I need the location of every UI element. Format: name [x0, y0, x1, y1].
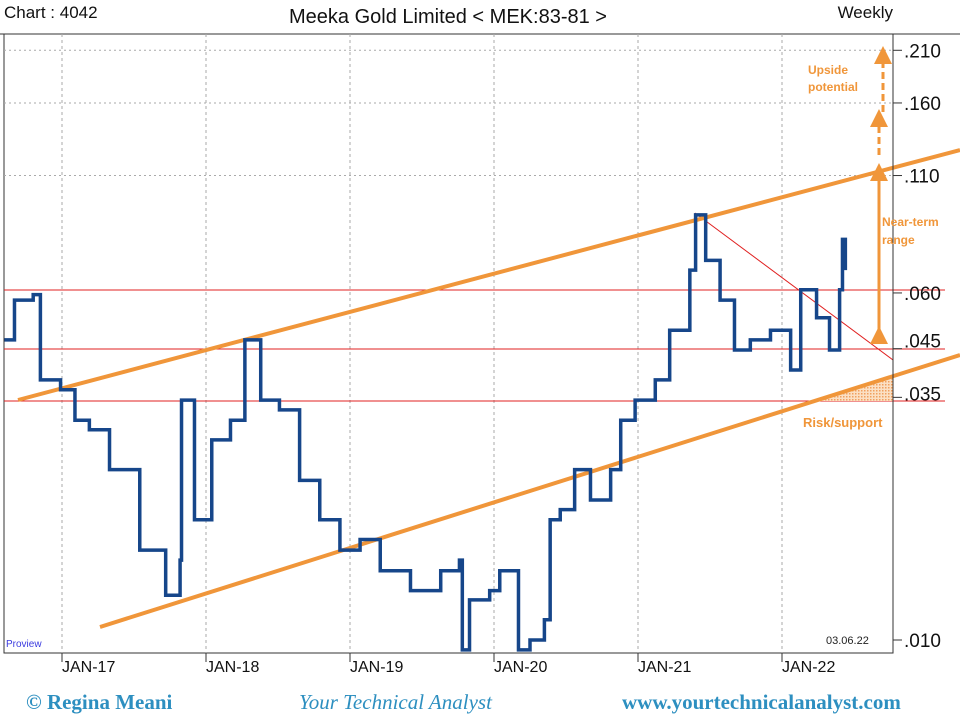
- annotation-near-term-2: range: [882, 233, 915, 247]
- chart-id: Chart : 4042: [4, 3, 98, 22]
- y-tick-label: .160: [904, 94, 941, 115]
- price-series-line: [4, 213, 848, 652]
- price-chart: JAN-17 JAN-18 JAN-19 JAN-20 JAN-21 JAN-22 .210…: [0, 3, 960, 676]
- period-label: Weekly: [838, 3, 894, 22]
- copyright: © Regina Meani: [26, 690, 173, 714]
- downtrend-line: [694, 212, 894, 361]
- annotation-near-term-1: Near-term: [882, 215, 939, 229]
- x-tick-label: JAN-17: [62, 659, 115, 676]
- y-tick-label: .010: [904, 631, 941, 652]
- chart-title: Meeka Gold Limited < MEK:83-81 >: [289, 6, 607, 28]
- y-tick-label: .035: [904, 384, 941, 405]
- x-tick-label: JAN-18: [206, 659, 259, 676]
- x-tick-label: JAN-20: [494, 659, 547, 676]
- tagline: Your Technical Analyst: [299, 690, 492, 714]
- x-tick-label: JAN-22: [782, 659, 835, 676]
- proview-watermark: Proview: [6, 639, 42, 650]
- date-stamp: 03.06.22: [826, 635, 869, 647]
- y-tick-label: .210: [904, 41, 941, 62]
- lower-channel-line: [99, 353, 960, 629]
- y-tick-label: .060: [904, 284, 941, 305]
- x-tick-label: JAN-21: [638, 659, 691, 676]
- upper-channel-line: [17, 148, 960, 402]
- plot-area: [3, 33, 894, 654]
- x-tick-label: JAN-19: [350, 659, 403, 676]
- annotation-upside-1: Upside: [808, 63, 848, 77]
- y-tick-label: .110: [904, 167, 940, 188]
- annotation-upside-2: potential: [808, 80, 858, 94]
- y-tick-label: .045: [904, 332, 941, 353]
- website-link[interactable]: www.yourtechnicalanalyst.com: [622, 690, 901, 714]
- annotation-risk-support: Risk/support: [803, 415, 883, 430]
